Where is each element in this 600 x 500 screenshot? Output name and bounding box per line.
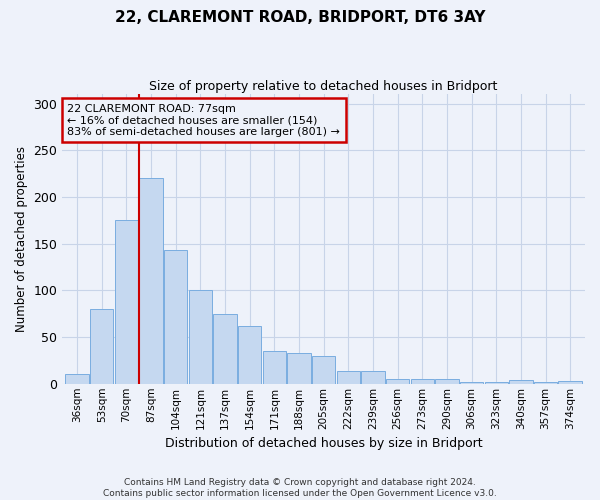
Bar [214, 314, 237, 384]
Bar [139, 178, 163, 384]
Bar [460, 382, 483, 384]
Title: Size of property relative to detached houses in Bridport: Size of property relative to detached ho… [149, 80, 498, 93]
Bar [115, 220, 138, 384]
Text: 22, CLAREMONT ROAD, BRIDPORT, DT6 3AY: 22, CLAREMONT ROAD, BRIDPORT, DT6 3AY [115, 10, 485, 25]
Bar [509, 380, 533, 384]
Text: Contains HM Land Registry data © Crown copyright and database right 2024.
Contai: Contains HM Land Registry data © Crown c… [103, 478, 497, 498]
Bar [386, 379, 409, 384]
Y-axis label: Number of detached properties: Number of detached properties [15, 146, 28, 332]
Bar [164, 250, 187, 384]
X-axis label: Distribution of detached houses by size in Bridport: Distribution of detached houses by size … [165, 437, 482, 450]
Bar [263, 351, 286, 384]
Bar [90, 309, 113, 384]
Bar [410, 379, 434, 384]
Bar [534, 382, 557, 384]
Bar [238, 326, 262, 384]
Bar [65, 374, 89, 384]
Bar [435, 379, 458, 384]
Bar [559, 381, 582, 384]
Bar [485, 382, 508, 384]
Bar [287, 353, 311, 384]
Bar [188, 290, 212, 384]
Bar [361, 370, 385, 384]
Bar [312, 356, 335, 384]
Text: 22 CLAREMONT ROAD: 77sqm
← 16% of detached houses are smaller (154)
83% of semi-: 22 CLAREMONT ROAD: 77sqm ← 16% of detach… [67, 104, 340, 136]
Bar [337, 370, 360, 384]
